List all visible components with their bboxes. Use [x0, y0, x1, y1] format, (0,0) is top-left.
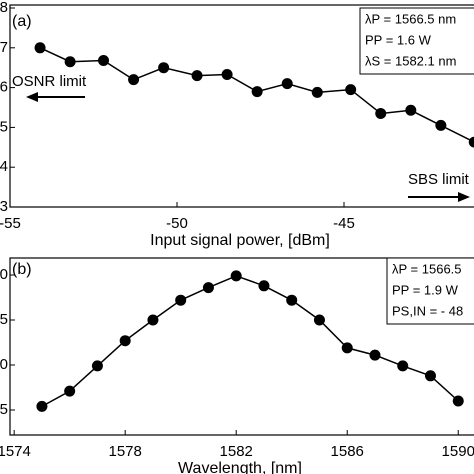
- data-point: [230, 270, 242, 282]
- panel-label: (a): [12, 13, 32, 30]
- legend-line: PS,IN = - 48: [392, 303, 463, 318]
- x-tick-label: 1582: [220, 443, 253, 460]
- data-point: [452, 395, 464, 407]
- data-point: [468, 136, 474, 148]
- data-point: [424, 370, 436, 382]
- data-point: [36, 400, 48, 412]
- x-tick-label: -50: [166, 215, 188, 232]
- data-point: [345, 84, 357, 96]
- data-point: [191, 70, 203, 82]
- x-axis-label: Input signal power, [dBm]: [150, 232, 330, 249]
- data-point: [221, 68, 233, 80]
- data-point: [119, 335, 131, 347]
- data-point: [311, 86, 323, 98]
- x-tick-label: 1586: [331, 443, 364, 460]
- legend-box: [359, 7, 474, 75]
- y-tick-label: 5: [0, 118, 8, 135]
- plot-frame: [9, 257, 474, 436]
- data-point: [128, 74, 140, 86]
- data-point: [286, 294, 298, 306]
- panel-label: (b): [12, 261, 32, 278]
- legend-box: [386, 257, 474, 325]
- data-point: [202, 282, 214, 294]
- data-point: [397, 360, 409, 372]
- y-tick-label: 3: [0, 198, 8, 215]
- x-tick-label: 1574: [0, 443, 31, 460]
- y-tick-label: 6: [0, 79, 8, 96]
- x-axis-label: Wavelength, [nm]: [178, 460, 302, 474]
- data-line: [41, 275, 459, 408]
- data-point: [147, 314, 159, 326]
- legend-line: λP = 1566.5: [392, 261, 462, 276]
- y-tick-label: 8: [0, 0, 8, 16]
- data-point: [258, 280, 270, 292]
- y-tick-label: 5: [0, 401, 8, 418]
- data-point: [435, 119, 447, 131]
- data-point: [369, 349, 381, 361]
- y-tick-label: 4: [0, 158, 8, 175]
- x-tick-label: 1578: [108, 443, 141, 460]
- data-point: [91, 360, 103, 372]
- arrow-head: [458, 192, 470, 202]
- data-point: [375, 107, 387, 119]
- data-point: [64, 56, 76, 68]
- data-point: [313, 314, 325, 326]
- data-point: [281, 78, 293, 90]
- y-tick-label: 20: [0, 266, 8, 283]
- data-point: [251, 86, 263, 98]
- legend-line: PP = 1.9 W: [392, 282, 459, 297]
- data-point: [175, 294, 187, 306]
- x-tick-label: -45: [333, 215, 355, 232]
- y-tick-label: 10: [0, 356, 8, 373]
- data-point: [158, 62, 170, 74]
- x-tick-label: 1590: [442, 443, 474, 460]
- data-point: [34, 42, 46, 54]
- arrow-head: [26, 92, 38, 102]
- y-tick-label: 15: [0, 311, 8, 328]
- legend-line: λS = 1582.1 nm: [365, 53, 456, 68]
- annotation: OSNR limit: [12, 73, 87, 90]
- x-tick-label: -55: [0, 215, 21, 232]
- data-point: [341, 342, 353, 354]
- y-tick-label: 7: [0, 39, 8, 56]
- data-point: [98, 55, 110, 67]
- data-point: [405, 104, 417, 116]
- annotation: SBS limit: [408, 171, 470, 188]
- data-point: [64, 385, 76, 397]
- legend-line: λP = 1566.5 nm: [365, 11, 456, 26]
- plot-frame: [9, 4, 474, 208]
- legend-line: PP = 1.6 W: [365, 32, 432, 47]
